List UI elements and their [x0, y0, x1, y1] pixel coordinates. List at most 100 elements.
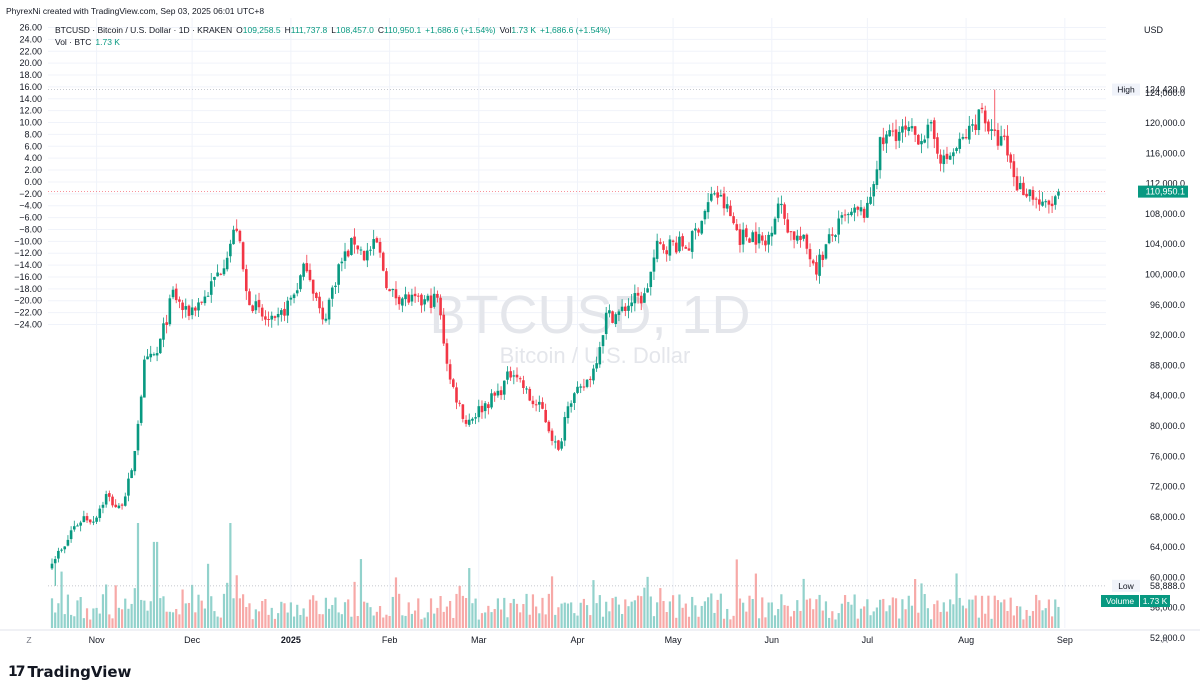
- time-axis-label: Feb: [382, 635, 398, 645]
- candle-body: [948, 155, 952, 160]
- volume-bar: [340, 614, 343, 628]
- volume-bar: [242, 594, 245, 628]
- volume-bar: [130, 603, 133, 628]
- candle-body: [678, 236, 681, 252]
- candle-body: [139, 396, 143, 423]
- low-badge-label: Low: [1118, 581, 1134, 591]
- volume-bar: [796, 600, 799, 628]
- candle-body: [757, 234, 761, 244]
- candle-body: [464, 419, 468, 424]
- volume-bar: [923, 594, 926, 628]
- volume-bar: [79, 597, 82, 628]
- candle-body: [983, 110, 987, 124]
- volume-bar: [751, 599, 754, 628]
- volume-bar: [289, 602, 292, 628]
- volume-bar: [808, 598, 812, 628]
- volume-legend[interactable]: Vol · BTC 1.73 K: [55, 37, 124, 47]
- candle-body: [356, 245, 360, 250]
- volume-bar: [257, 611, 261, 628]
- volume-bar: [901, 599, 904, 628]
- volume-bar: [617, 604, 621, 628]
- volume-bar: [197, 594, 200, 628]
- candle-body: [837, 218, 840, 235]
- volume-bar: [719, 593, 722, 628]
- volume-bar: [987, 595, 990, 628]
- candle-body: [920, 141, 923, 145]
- candle-body: [560, 441, 563, 449]
- volume-bar: [372, 615, 375, 628]
- time-axis-label: Apr: [571, 635, 585, 645]
- candle-body: [859, 207, 863, 212]
- volume-bar: [681, 607, 684, 628]
- candle-body: [633, 293, 637, 304]
- candle-body: [550, 430, 554, 441]
- volume-bar: [324, 597, 328, 628]
- ohlc-low-label: L: [331, 25, 337, 35]
- volume-legend-value: 1.73 K: [95, 37, 120, 47]
- candle-body: [901, 126, 904, 133]
- candle-body: [283, 308, 286, 316]
- volume-bar: [452, 617, 455, 628]
- volume-bar: [280, 601, 283, 628]
- vol-label: Vol: [499, 25, 512, 35]
- volume-bar: [917, 612, 920, 628]
- candle-body: [308, 269, 312, 281]
- symbol-legend[interactable]: BTCUSD · Bitcoin / U.S. Dollar · 1D · KR…: [55, 25, 614, 35]
- candle-body: [831, 234, 834, 236]
- volume-bar: [251, 619, 254, 628]
- candle-body: [381, 252, 385, 271]
- symbol-title: BTCUSD · Bitcoin / U.S. Dollar · 1D · KR…: [55, 25, 233, 35]
- volume-bar: [589, 615, 592, 628]
- volume-bar: [722, 618, 726, 628]
- left-axis-tick: −10.00: [14, 236, 42, 246]
- volume-bar: [299, 614, 302, 628]
- candle-body: [92, 521, 95, 523]
- volume-bar: [563, 602, 566, 628]
- volume-bar: [544, 614, 547, 628]
- candle-body: [216, 272, 219, 277]
- volume-bar: [786, 605, 789, 628]
- tradingview-logo[interactable]: 17 TradingView: [8, 662, 131, 682]
- candle-body: [687, 248, 691, 251]
- candle-body: [611, 311, 614, 323]
- volume-bar: [850, 604, 853, 628]
- candle-body: [366, 250, 369, 261]
- volume-bar: [375, 611, 378, 628]
- volume-bar: [277, 613, 280, 628]
- time-axis-label: Dec: [184, 635, 201, 645]
- vol-value: 1.73 K: [511, 25, 536, 35]
- volume-bar: [63, 614, 66, 628]
- right-axis-tick: 116,000.0: [1146, 148, 1185, 158]
- volume-bar: [305, 616, 308, 628]
- volume-bar: [754, 573, 757, 628]
- candle-body: [420, 294, 423, 306]
- candle-body: [735, 224, 739, 231]
- candle-body: [846, 214, 850, 216]
- candle-body: [904, 125, 907, 130]
- volume-bar: [675, 617, 678, 628]
- volume-bar: [964, 608, 968, 628]
- volume-bar: [1057, 606, 1060, 628]
- candle-body: [674, 242, 678, 253]
- left-axis-tick: −16.00: [14, 272, 42, 282]
- volume-bar: [525, 593, 528, 628]
- volume-bar: [92, 608, 95, 628]
- volume-bar: [984, 613, 987, 628]
- volume-bar: [582, 598, 585, 628]
- candle-body: [808, 249, 812, 260]
- candle-body: [388, 289, 391, 292]
- ohlc-low: 108,457.0: [336, 25, 374, 35]
- volume-bar: [356, 615, 359, 628]
- right-axis-tick: 88,000.0: [1150, 360, 1185, 370]
- volume-bar: [761, 597, 764, 628]
- volume-bar: [1015, 606, 1019, 628]
- credit-text: PhyrexNi created with TradingView.com, S…: [6, 6, 265, 16]
- volume-bar: [343, 602, 347, 628]
- candle-body: [241, 242, 245, 270]
- candle-body: [330, 287, 334, 299]
- candle-body: [346, 250, 350, 257]
- volume-bar: [264, 599, 267, 628]
- candle-body: [582, 386, 586, 388]
- zoom-left-button: Z: [26, 635, 31, 645]
